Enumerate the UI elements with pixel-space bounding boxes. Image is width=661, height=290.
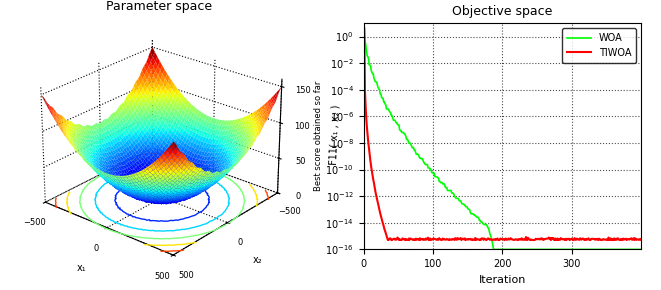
TIWOA [645, 238, 653, 241]
TIWOA [525, 237, 533, 241]
X-axis label: Iteration: Iteration [479, 275, 526, 285]
X-axis label: x₁: x₁ [77, 263, 86, 273]
WOA [490, 248, 498, 251]
WOA [645, 248, 653, 251]
TIWOA [527, 238, 535, 241]
WOA [549, 248, 557, 251]
Title: Parameter space: Parameter space [106, 0, 212, 13]
WOA [525, 248, 533, 251]
WOA [527, 248, 535, 251]
TIWOA [360, 27, 368, 30]
TIWOA [569, 238, 577, 242]
WOA [567, 248, 575, 251]
Y-axis label: x₂: x₂ [253, 255, 262, 265]
Title: Objective space: Objective space [452, 5, 553, 18]
TIWOA [548, 236, 556, 240]
Y-axis label: Best score obtained so far: Best score obtained so far [313, 81, 323, 191]
TIWOA [566, 238, 574, 241]
Line: TIWOA: TIWOA [364, 28, 661, 240]
Legend: WOA, TIWOA: WOA, TIWOA [562, 28, 637, 63]
WOA [360, 27, 368, 30]
Line: WOA: WOA [364, 28, 661, 249]
